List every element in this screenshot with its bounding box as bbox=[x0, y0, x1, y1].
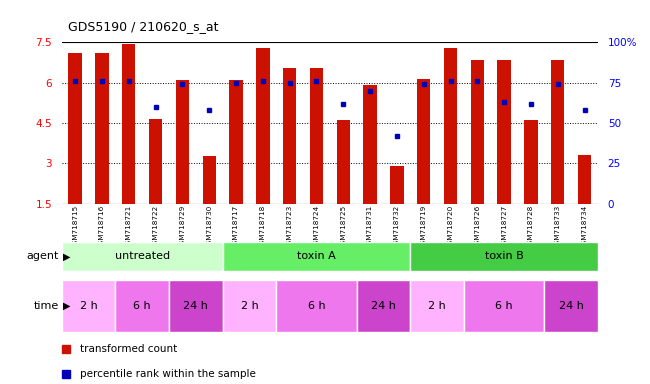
Text: 24 h: 24 h bbox=[371, 301, 396, 311]
Bar bbox=[357, 280, 410, 332]
Text: percentile rank within the sample: percentile rank within the sample bbox=[80, 369, 256, 379]
Bar bbox=[410, 242, 598, 271]
Bar bbox=[122, 44, 135, 204]
Bar bbox=[222, 242, 410, 271]
Bar bbox=[276, 280, 357, 332]
Bar bbox=[149, 119, 162, 204]
Bar bbox=[578, 155, 592, 204]
Bar bbox=[116, 280, 169, 332]
Text: 24 h: 24 h bbox=[559, 301, 584, 311]
Bar bbox=[464, 280, 545, 332]
Text: transformed count: transformed count bbox=[80, 344, 177, 354]
Text: 6 h: 6 h bbox=[133, 301, 151, 311]
Text: ▶: ▶ bbox=[63, 301, 71, 311]
Bar bbox=[525, 120, 538, 204]
Bar bbox=[551, 60, 564, 204]
Bar bbox=[471, 60, 484, 204]
Bar bbox=[497, 60, 511, 204]
Text: agent: agent bbox=[26, 251, 58, 262]
Bar bbox=[229, 80, 242, 204]
Bar bbox=[444, 48, 457, 204]
Bar bbox=[545, 280, 598, 332]
Text: toxin A: toxin A bbox=[297, 251, 336, 262]
Text: 2 h: 2 h bbox=[428, 301, 446, 311]
Bar bbox=[417, 79, 430, 204]
Bar bbox=[410, 280, 464, 332]
Text: time: time bbox=[33, 301, 58, 311]
Text: 6 h: 6 h bbox=[495, 301, 513, 311]
Text: untreated: untreated bbox=[114, 251, 170, 262]
Text: GDS5190 / 210620_s_at: GDS5190 / 210620_s_at bbox=[68, 20, 219, 33]
Bar bbox=[96, 53, 109, 204]
Bar bbox=[310, 68, 323, 204]
Bar bbox=[68, 53, 82, 204]
Bar bbox=[222, 280, 276, 332]
Bar bbox=[176, 80, 189, 204]
Text: 2 h: 2 h bbox=[80, 301, 98, 311]
Bar bbox=[169, 280, 222, 332]
Bar bbox=[256, 48, 270, 204]
Bar bbox=[390, 166, 404, 204]
Bar bbox=[283, 68, 296, 204]
Text: 24 h: 24 h bbox=[183, 301, 208, 311]
Text: toxin B: toxin B bbox=[485, 251, 523, 262]
Text: ▶: ▶ bbox=[63, 251, 71, 262]
Bar bbox=[203, 157, 216, 204]
Bar bbox=[363, 85, 377, 204]
Text: 2 h: 2 h bbox=[240, 301, 258, 311]
Bar bbox=[62, 242, 222, 271]
Bar bbox=[62, 280, 116, 332]
Text: 6 h: 6 h bbox=[307, 301, 325, 311]
Bar bbox=[337, 120, 350, 204]
